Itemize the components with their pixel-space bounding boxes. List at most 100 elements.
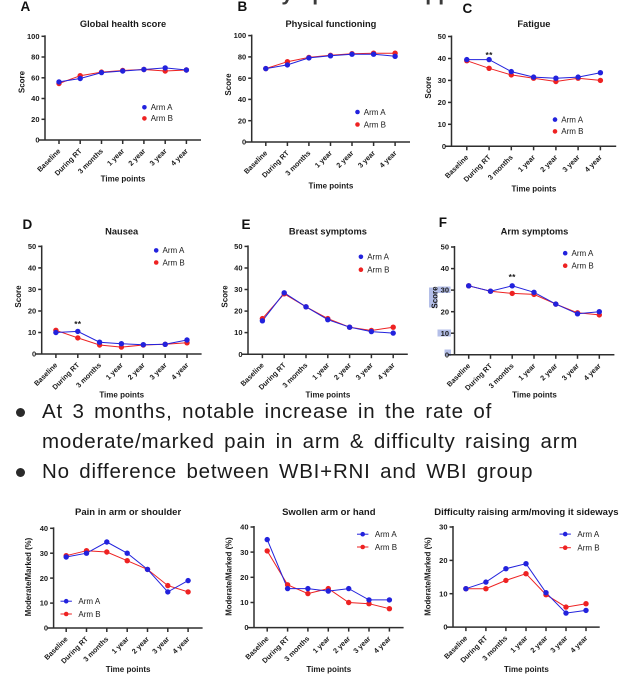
svg-text:0: 0 — [35, 136, 39, 145]
svg-text:10: 10 — [234, 328, 242, 337]
svg-text:1 year: 1 year — [105, 146, 126, 167]
svg-text:Arm symptoms: Arm symptoms — [501, 227, 569, 237]
svg-text:1 year: 1 year — [516, 153, 537, 174]
svg-text:30: 30 — [28, 285, 36, 294]
svg-text:10: 10 — [439, 589, 447, 598]
svg-text:D: D — [23, 217, 33, 232]
svg-text:Score: Score — [221, 285, 230, 308]
svg-text:**: ** — [509, 272, 517, 282]
svg-text:20: 20 — [28, 307, 36, 316]
svg-text:20: 20 — [240, 573, 248, 582]
svg-text:Time points: Time points — [309, 182, 354, 191]
svg-text:Score: Score — [431, 286, 440, 309]
svg-text:Arm B: Arm B — [572, 262, 594, 271]
svg-text:Moderate/Marked (%): Moderate/Marked (%) — [24, 537, 33, 616]
svg-text:**: ** — [485, 50, 493, 60]
svg-text:2 year: 2 year — [332, 361, 353, 382]
svg-text:Time points: Time points — [306, 391, 351, 400]
svg-text:4 year: 4 year — [377, 148, 398, 169]
svg-text:40: 40 — [441, 264, 449, 273]
svg-text:20: 20 — [40, 574, 48, 583]
svg-text:60: 60 — [238, 74, 246, 83]
svg-text:C: C — [463, 1, 473, 16]
svg-text:Arm B: Arm B — [151, 114, 173, 123]
svg-text:2 year: 2 year — [528, 634, 549, 655]
svg-text:0: 0 — [443, 623, 447, 632]
svg-text:Moderate/Marked (%): Moderate/Marked (%) — [424, 537, 433, 616]
svg-text:Arm A: Arm A — [572, 249, 594, 258]
svg-text:30: 30 — [441, 286, 449, 295]
svg-text:10: 10 — [40, 599, 48, 608]
svg-text:10: 10 — [441, 329, 449, 338]
svg-text:30: 30 — [234, 285, 242, 294]
svg-text:Arm A: Arm A — [364, 108, 386, 117]
svg-text:Arm B: Arm B — [561, 127, 583, 136]
svg-text:3 year: 3 year — [148, 360, 169, 381]
svg-text:1 year: 1 year — [104, 360, 125, 381]
svg-text:3 year: 3 year — [560, 361, 581, 382]
svg-text:50: 50 — [234, 242, 242, 251]
svg-text:10: 10 — [28, 328, 36, 337]
svg-text:0: 0 — [242, 138, 246, 147]
svg-text:0: 0 — [238, 350, 242, 359]
svg-text:3 year: 3 year — [560, 153, 581, 174]
svg-text:40: 40 — [438, 54, 446, 63]
svg-text:Arm B: Arm B — [364, 120, 386, 129]
svg-text:Time points: Time points — [504, 665, 549, 674]
svg-text:30: 30 — [240, 548, 248, 557]
svg-text:4 year: 4 year — [582, 361, 603, 382]
svg-text:4 year: 4 year — [169, 360, 190, 381]
svg-text:Arm A: Arm A — [561, 115, 583, 124]
svg-text:1 year: 1 year — [110, 634, 131, 655]
svg-text:**: ** — [74, 319, 82, 329]
svg-text:4 year: 4 year — [583, 153, 604, 174]
svg-text:1 year: 1 year — [508, 634, 529, 655]
svg-text:Breast symptoms: Breast symptoms — [289, 227, 367, 237]
svg-text:Score: Score — [14, 285, 23, 308]
svg-text:3 year: 3 year — [548, 634, 569, 655]
svg-text:Score: Score — [224, 73, 233, 96]
svg-text:B: B — [238, 0, 248, 14]
svg-text:50: 50 — [28, 242, 36, 251]
svg-text:Arm A: Arm A — [163, 246, 185, 255]
svg-text:Global health score: Global health score — [80, 19, 166, 29]
svg-text:Moderate/Marked (%): Moderate/Marked (%) — [225, 537, 234, 616]
svg-text:4 year: 4 year — [169, 146, 190, 167]
svg-text:80: 80 — [31, 53, 39, 62]
svg-text:100: 100 — [27, 32, 40, 41]
svg-text:Time points: Time points — [512, 185, 557, 194]
svg-text:20: 20 — [234, 307, 242, 316]
svg-text:Nausea: Nausea — [105, 227, 139, 237]
svg-text:0: 0 — [445, 350, 449, 359]
svg-text:F: F — [439, 215, 447, 230]
svg-text:20: 20 — [238, 116, 246, 125]
svg-text:A: A — [21, 0, 31, 14]
svg-text:3 year: 3 year — [351, 634, 372, 655]
svg-text:30: 30 — [438, 76, 446, 85]
svg-text:2 year: 2 year — [538, 153, 559, 174]
svg-text:Physical functioning: Physical functioning — [285, 19, 376, 29]
svg-text:Time points: Time points — [101, 175, 146, 184]
svg-text:4 year: 4 year — [170, 634, 191, 655]
svg-text:4 year: 4 year — [568, 634, 589, 655]
svg-text:40: 40 — [238, 95, 246, 104]
svg-text:Score: Score — [424, 76, 433, 99]
svg-text:Arm A: Arm A — [367, 253, 389, 262]
svg-text:Arm B: Arm B — [375, 543, 397, 552]
svg-text:50: 50 — [441, 243, 449, 252]
svg-text:Arm B: Arm B — [577, 544, 599, 553]
svg-text:10: 10 — [438, 120, 446, 129]
svg-text:1 year: 1 year — [311, 634, 332, 655]
svg-text:Swollen arm or hand: Swollen arm or hand — [282, 507, 376, 518]
svg-text:Time points: Time points — [306, 665, 351, 674]
svg-text:1 year: 1 year — [310, 361, 331, 382]
svg-text:Arm A: Arm A — [577, 530, 599, 539]
svg-text:40: 40 — [28, 264, 36, 273]
svg-text:0: 0 — [442, 142, 446, 151]
svg-text:3 year: 3 year — [150, 634, 171, 655]
svg-text:4 year: 4 year — [376, 361, 397, 382]
svg-text:Time points: Time points — [512, 391, 557, 400]
svg-text:0: 0 — [32, 350, 36, 359]
svg-text:Difficulty raising arm/moving: Difficulty raising arm/moving it sideway… — [434, 507, 618, 518]
svg-text:Arm B: Arm B — [78, 610, 100, 619]
